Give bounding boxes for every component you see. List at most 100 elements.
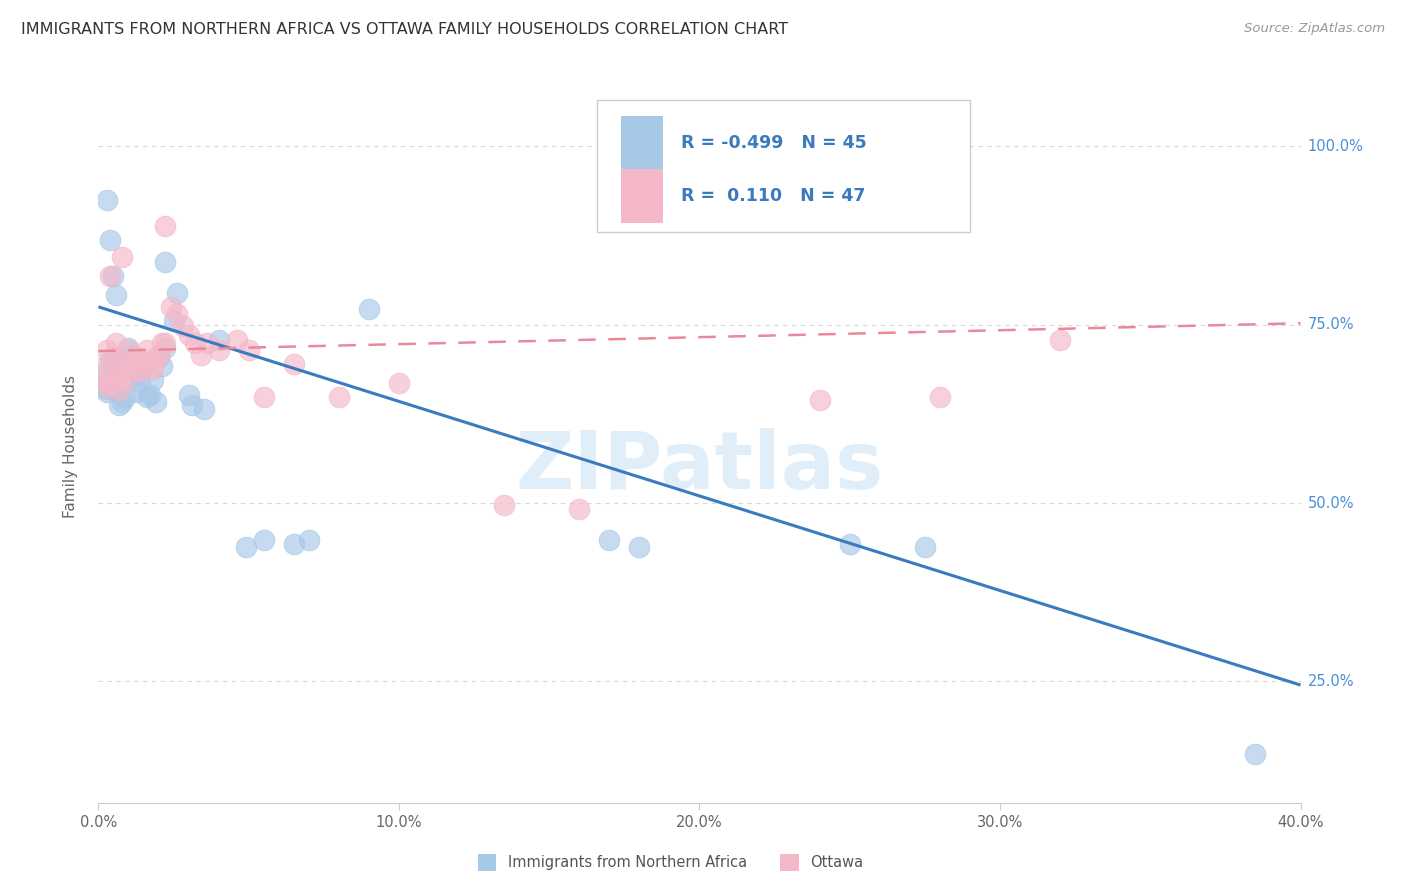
Point [190, 348, 212, 362]
Text: R = -0.499   N = 45: R = -0.499 N = 45 [682, 134, 868, 152]
Point [298, 533, 321, 548]
Point [114, 373, 136, 387]
Point [166, 307, 188, 321]
Point [494, 498, 516, 512]
Point [141, 373, 163, 387]
Point [628, 541, 651, 555]
Text: 50.0%: 50.0% [1308, 496, 1354, 510]
Point [93, 378, 115, 392]
Point [103, 269, 125, 284]
Point [100, 376, 122, 391]
Point [121, 348, 143, 362]
Point [96, 343, 118, 357]
Text: 100.0%: 100.0% [1308, 139, 1364, 153]
Point [90, 368, 112, 382]
Point [96, 382, 118, 396]
Point [103, 362, 125, 376]
Point [111, 364, 134, 378]
Point [150, 359, 173, 373]
Point [127, 385, 149, 400]
Point [388, 376, 411, 391]
Point [598, 533, 620, 548]
Point [195, 335, 218, 350]
Point [96, 193, 118, 207]
Point [108, 384, 131, 398]
Point [100, 269, 122, 284]
Text: Immigrants from Northern Africa: Immigrants from Northern Africa [508, 855, 747, 870]
Point [90, 360, 112, 375]
Point [153, 335, 176, 350]
Point [103, 350, 125, 364]
Point [135, 391, 157, 405]
Point [929, 391, 952, 405]
Point [253, 391, 276, 405]
Point [121, 355, 143, 369]
Point [138, 357, 160, 371]
Point [328, 391, 350, 405]
Point [183, 335, 205, 350]
Point [153, 341, 176, 355]
Point [193, 401, 215, 416]
Point [105, 382, 128, 396]
Point [132, 357, 155, 371]
Point [148, 350, 170, 364]
Point [111, 250, 134, 264]
Point [93, 373, 115, 387]
Text: R =  0.110   N = 47: R = 0.110 N = 47 [682, 187, 866, 205]
Point [124, 362, 146, 376]
Point [253, 533, 276, 548]
Point [145, 394, 167, 409]
Point [124, 369, 146, 384]
Point [180, 398, 202, 412]
Text: Ottawa: Ottawa [810, 855, 863, 870]
Point [914, 541, 936, 555]
Point [225, 334, 247, 348]
Point [568, 501, 591, 516]
Text: Source: ZipAtlas.com: Source: ZipAtlas.com [1244, 22, 1385, 36]
Point [105, 287, 128, 301]
Point [105, 335, 128, 350]
Point [148, 348, 170, 362]
FancyBboxPatch shape [621, 169, 664, 223]
Point [283, 357, 305, 371]
Point [117, 341, 139, 355]
Point [141, 362, 163, 376]
Point [129, 375, 152, 389]
Point [166, 285, 188, 300]
Point [208, 334, 231, 348]
FancyBboxPatch shape [598, 100, 970, 232]
Point [103, 357, 125, 371]
Point [808, 392, 831, 407]
Point [235, 541, 257, 555]
Point [111, 394, 134, 409]
Point [114, 391, 136, 405]
FancyBboxPatch shape [621, 116, 664, 169]
Point [108, 398, 131, 412]
Point [129, 364, 152, 378]
Point [145, 350, 167, 364]
Point [357, 301, 380, 316]
Text: IMMIGRANTS FROM NORTHERN AFRICA VS OTTAWA FAMILY HOUSEHOLDS CORRELATION CHART: IMMIGRANTS FROM NORTHERN AFRICA VS OTTAW… [21, 22, 789, 37]
Point [103, 359, 125, 373]
Point [127, 350, 149, 364]
Point [96, 385, 118, 400]
Point [100, 353, 122, 368]
Point [1244, 747, 1267, 762]
Point [208, 343, 231, 357]
Point [283, 537, 305, 551]
Point [238, 343, 260, 357]
Point [177, 387, 200, 401]
Point [153, 255, 176, 269]
Text: 25.0%: 25.0% [1308, 674, 1354, 689]
Text: ZIPatlas: ZIPatlas [516, 428, 883, 507]
Point [135, 343, 157, 357]
Point [105, 373, 128, 387]
Point [838, 537, 860, 551]
Text: 75.0%: 75.0% [1308, 318, 1354, 332]
Point [138, 387, 160, 401]
Point [117, 343, 139, 357]
Point [159, 300, 181, 314]
Point [172, 319, 194, 334]
Point [150, 335, 173, 350]
Point [177, 328, 200, 343]
